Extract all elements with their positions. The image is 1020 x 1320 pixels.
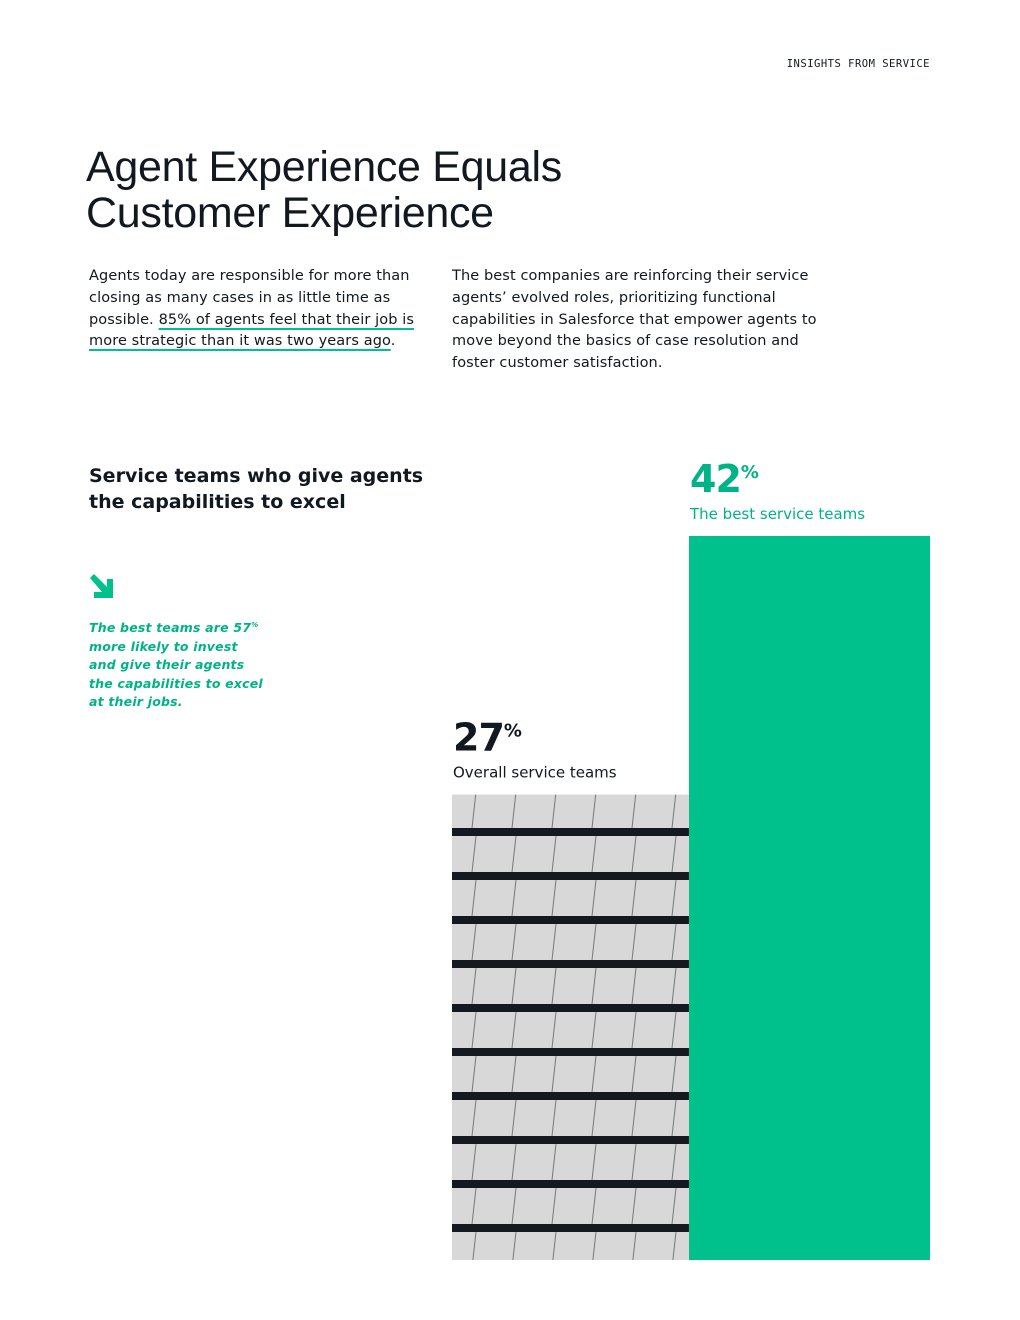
- text: The best teams are: [89, 620, 234, 636]
- title-line: Customer Experience: [86, 189, 494, 237]
- highlight: 85% of agents feel that their job is mor…: [89, 311, 414, 350]
- text: Agents today are responsible for more th…: [89, 268, 410, 328]
- title-line: Agent Experience Equals: [86, 143, 562, 191]
- text: .: [390, 333, 396, 350]
- title: Agent Experience Equals Customer Experien…: [86, 144, 562, 236]
- header-label: INSIGHTS FROM SERVICE: [786, 58, 930, 70]
- intro-right: The best companies are reinforcing their…: [452, 268, 817, 372]
- unit: %: [741, 462, 759, 483]
- text: more likely to invest and give their age…: [89, 638, 263, 710]
- bar: [689, 536, 930, 1260]
- value: 27: [453, 716, 504, 760]
- arrow-icon: [90, 574, 113, 598]
- value: 42: [690, 457, 741, 501]
- value-label: 42%: [690, 457, 759, 501]
- intro-left: Agents today are responsible for more th…: [89, 266, 424, 353]
- category-label: The best service teams: [689, 505, 865, 523]
- category-label: Overall service teams: [453, 764, 617, 782]
- callout: The best teams are 57% more likely to in…: [89, 616, 264, 712]
- value-label: 27%: [453, 716, 522, 760]
- bar: [452, 794, 689, 1260]
- number: 57: [233, 620, 252, 636]
- unit: %: [504, 721, 522, 742]
- unit: %: [251, 621, 259, 629]
- chart-title: Service teams who give agents the capabi…: [89, 465, 424, 513]
